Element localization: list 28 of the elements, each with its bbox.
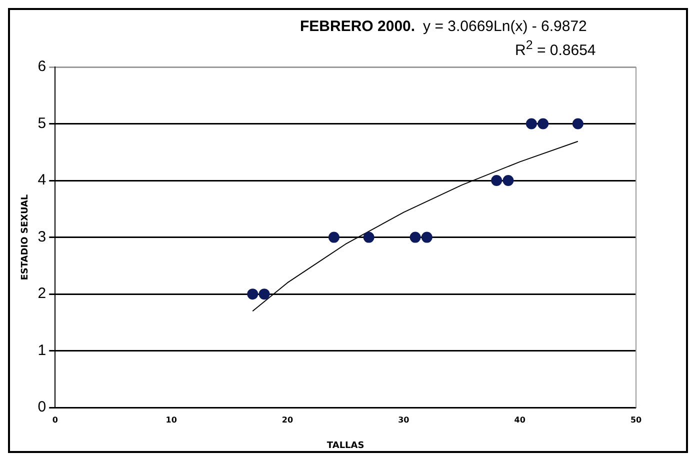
text: R$^{2}$ = 0.8654 [515, 38, 596, 59]
chart-title: FEBRERO 2000. [300, 18, 416, 35]
point [526, 118, 537, 130]
x-tick-label: 10 [166, 415, 178, 424]
point [421, 232, 432, 243]
x-tick-label: 50 [630, 415, 642, 424]
point [258, 288, 270, 300]
point [410, 232, 421, 243]
y-axis-title: ESTADIO SEXUAL [20, 194, 31, 280]
x-axis-title: TALLAS [326, 440, 364, 451]
y-tick-label: 6 [38, 58, 46, 76]
y-tick-label: 3 [38, 228, 46, 246]
y-tick-label: 2 [38, 285, 46, 302]
point [247, 288, 258, 300]
x-tick-label: 40 [514, 415, 526, 424]
point [572, 118, 584, 130]
text: y = 3.0669Ln(x) - 6.9872 [423, 18, 587, 35]
point [328, 232, 340, 243]
y-tick-label: 5 [38, 114, 46, 132]
point [538, 118, 549, 130]
point [491, 175, 502, 186]
point [363, 232, 374, 243]
x-tick-label: 30 [398, 415, 410, 424]
y-tick-label: 1 [38, 342, 46, 359]
y-tick-label: 4 [38, 172, 46, 189]
point [502, 175, 514, 186]
x-tick-label: 0 [52, 415, 58, 424]
x-tick-label: 20 [282, 415, 294, 424]
